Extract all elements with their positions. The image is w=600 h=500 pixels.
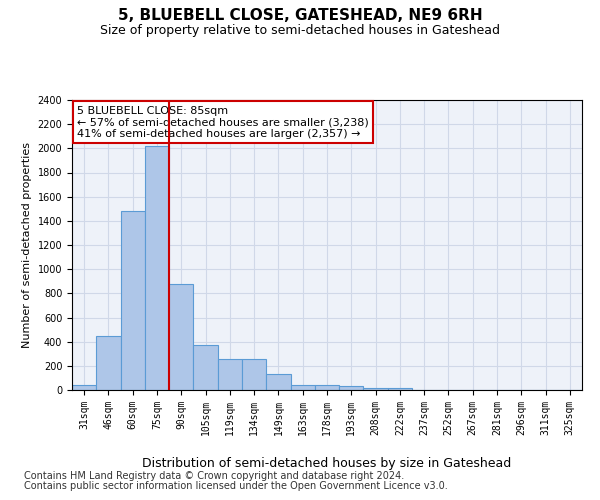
Bar [290, 385, 315, 390]
Bar [121, 211, 145, 390]
Text: 5, BLUEBELL CLOSE, GATESHEAD, NE9 6RH: 5, BLUEBELL CLOSE, GATESHEAD, NE9 6RH [118, 8, 482, 22]
Bar [388, 388, 412, 390]
Text: Contains HM Land Registry data © Crown copyright and database right 2024.: Contains HM Land Registry data © Crown c… [24, 471, 404, 481]
Bar [218, 358, 242, 390]
Bar [72, 384, 96, 390]
Bar [364, 388, 388, 390]
Text: Size of property relative to semi-detached houses in Gateshead: Size of property relative to semi-detach… [100, 24, 500, 37]
Text: Contains public sector information licensed under the Open Government Licence v3: Contains public sector information licen… [24, 481, 448, 491]
Bar [242, 358, 266, 390]
Bar [266, 374, 290, 390]
Bar [339, 386, 364, 390]
Bar [96, 336, 121, 390]
Text: Distribution of semi-detached houses by size in Gateshead: Distribution of semi-detached houses by … [142, 458, 512, 470]
Text: 5 BLUEBELL CLOSE: 85sqm
← 57% of semi-detached houses are smaller (3,238)
41% of: 5 BLUEBELL CLOSE: 85sqm ← 57% of semi-de… [77, 106, 369, 139]
Bar [169, 284, 193, 390]
Bar [145, 146, 169, 390]
Y-axis label: Number of semi-detached properties: Number of semi-detached properties [22, 142, 32, 348]
Bar [315, 385, 339, 390]
Bar [193, 344, 218, 390]
